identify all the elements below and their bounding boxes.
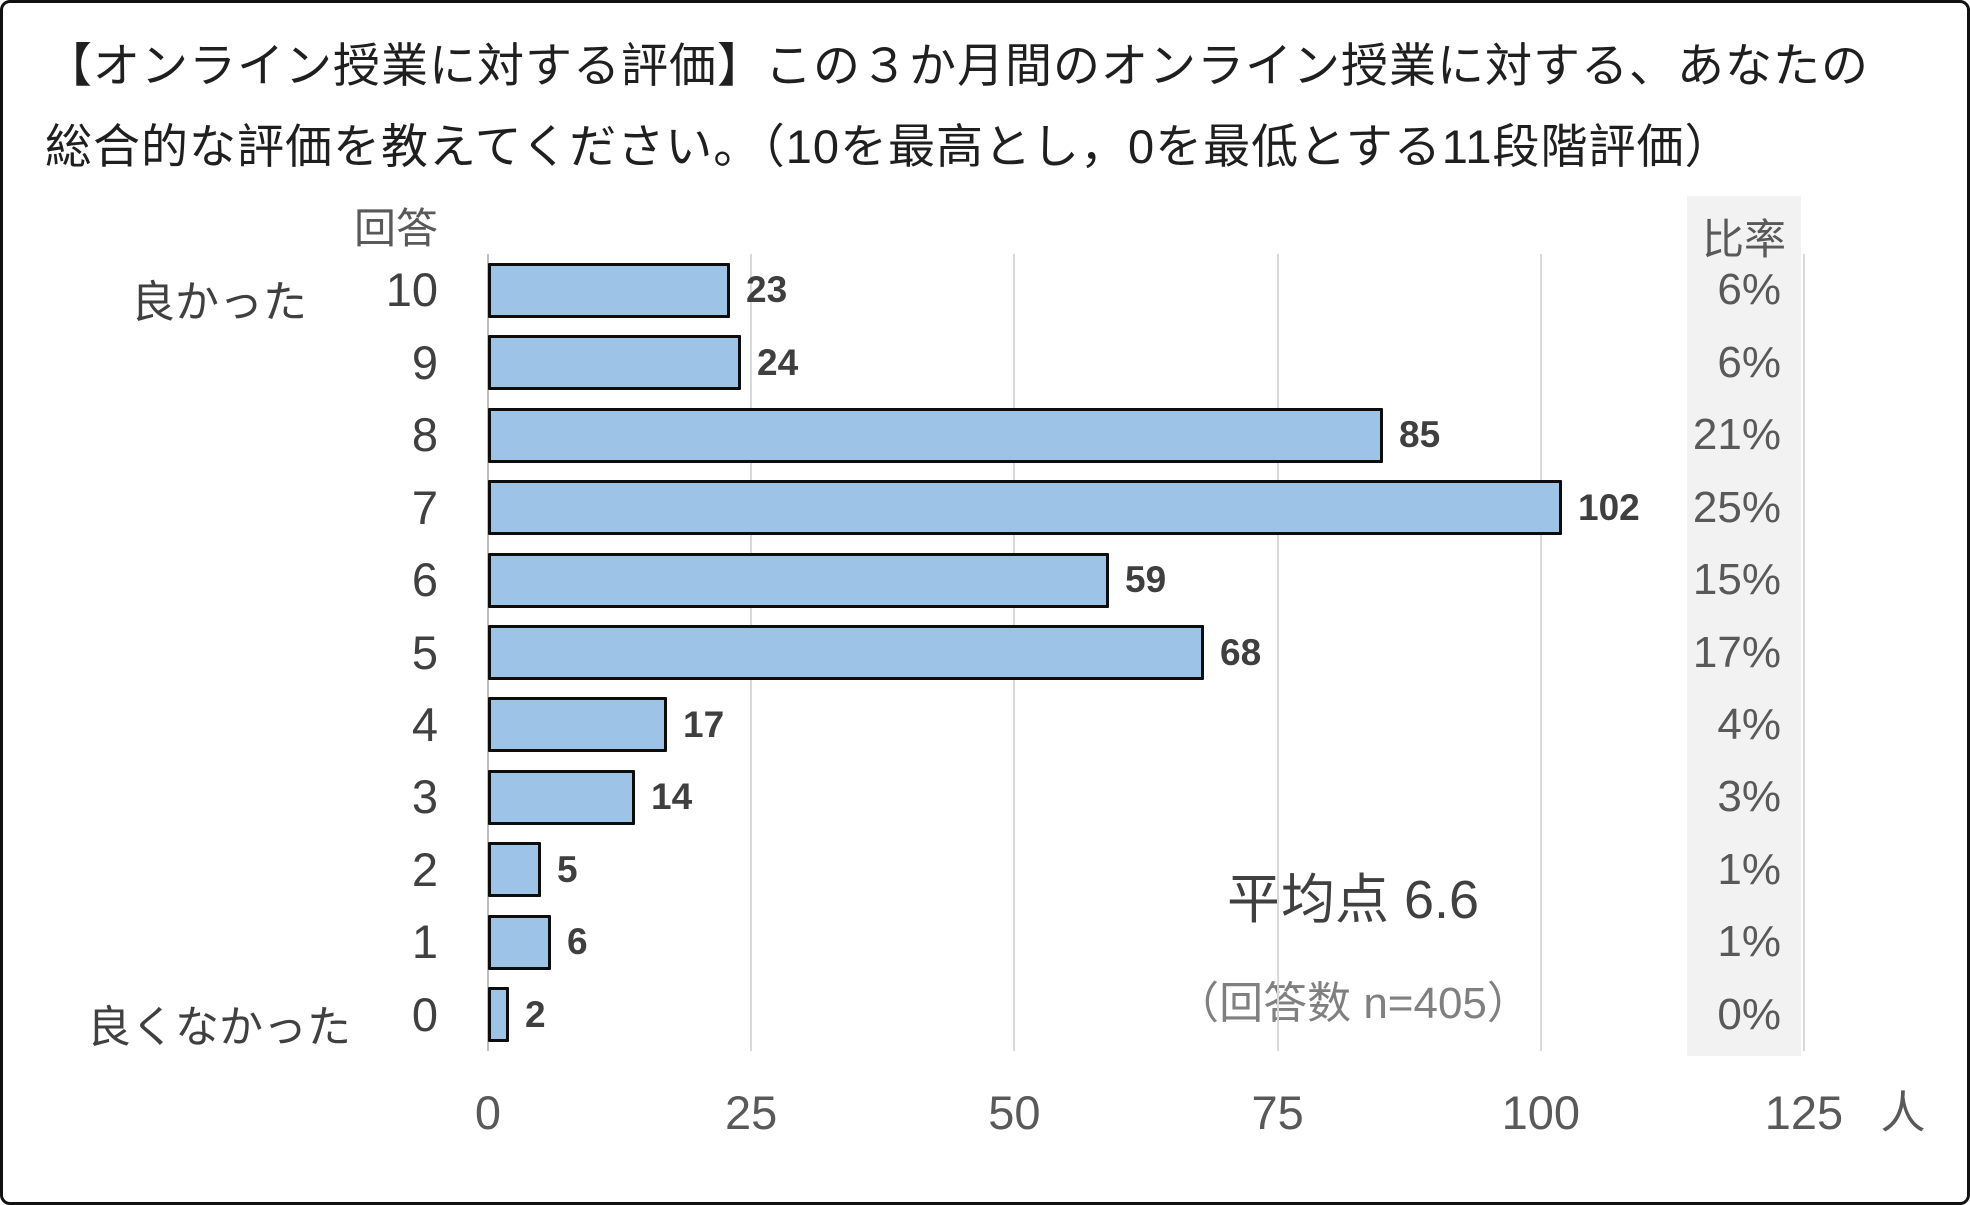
bar-value-label: 68 [1220, 631, 1262, 673]
chart-title: 【オンライン授業に対する評価】この３か月間のオンライン授業に対する、あなたの 総… [45, 25, 1925, 187]
rating-label: 10 [385, 263, 438, 317]
bar [488, 262, 730, 318]
percent-label: 21% [1692, 410, 1781, 460]
x-tick-label: 25 [725, 1086, 778, 1139]
x-tick-label: 75 [1251, 1086, 1304, 1139]
answer-column-header: 回答 [353, 205, 438, 252]
bar [488, 335, 741, 391]
ratio-column-background: 比率 [1687, 196, 1801, 1056]
percent-label: 17% [1692, 627, 1781, 677]
average-score-annotation: 平均点 6.6 [1226, 870, 1480, 930]
chart-title-line1: 【オンライン授業に対する評価】この３か月間のオンライン授業に対する、あなたの [45, 39, 1869, 92]
percent-label: 6% [1717, 265, 1781, 315]
x-tick-label: 125 [1764, 1086, 1844, 1139]
rating-label: 6 [411, 553, 438, 607]
rating-label: 5 [411, 625, 438, 679]
x-tick-label: 100 [1501, 1086, 1580, 1139]
bar [488, 769, 635, 825]
percent-label: 4% [1717, 699, 1781, 749]
percent-label: 6% [1717, 337, 1781, 387]
percent-label: 15% [1692, 555, 1781, 605]
bar-value-label: 17 [683, 703, 725, 745]
x-axis-unit-label: 人 [1880, 1087, 1926, 1138]
bar [488, 842, 541, 898]
ratio-column-header: 比率 [1701, 216, 1786, 263]
percent-label: 25% [1692, 482, 1781, 532]
rating-label: 8 [411, 408, 438, 462]
bar [488, 480, 1562, 536]
bar [488, 987, 509, 1043]
percent-label: 1% [1717, 917, 1781, 967]
gridline [1539, 254, 1542, 1051]
side-label-not-good: 良くなかった [87, 1003, 351, 1052]
bar [488, 914, 551, 970]
percent-label: 1% [1717, 844, 1781, 894]
bar-value-label: 6 [567, 921, 588, 963]
rating-label: 4 [411, 697, 438, 751]
bar-value-label: 2 [525, 993, 546, 1035]
rating-label: 7 [411, 480, 438, 534]
rating-label: 2 [411, 842, 438, 896]
bar-value-label: 102 [1578, 486, 1640, 528]
rating-label: 0 [411, 987, 438, 1041]
bar [488, 407, 1383, 463]
x-tick-label: 50 [988, 1086, 1041, 1139]
chart-title-line2: 総合的な評価を教えてください。（10を最高とし，0を最低とする11段階評価） [45, 120, 1733, 173]
bar-value-label: 59 [1125, 559, 1167, 601]
bar-value-label: 85 [1399, 414, 1441, 456]
bar-value-label: 23 [746, 269, 788, 311]
rating-label: 1 [411, 915, 438, 969]
bar [488, 625, 1204, 680]
side-label-good: 良かった [131, 278, 307, 327]
bar [488, 697, 667, 753]
sample-size-annotation: （回答数 n=405） [1175, 979, 1531, 1028]
bar [488, 552, 1109, 608]
rating-label: 3 [411, 770, 438, 824]
bar-value-label: 14 [651, 776, 693, 818]
gridline [1803, 254, 1805, 1051]
x-tick-label: 0 [474, 1086, 502, 1139]
rating-label: 9 [411, 335, 438, 389]
percent-label: 3% [1717, 772, 1781, 822]
percent-label: 0% [1717, 989, 1781, 1039]
bar-value-label: 24 [757, 341, 799, 383]
gridline [1276, 254, 1279, 1051]
bar-value-label: 5 [557, 848, 578, 890]
